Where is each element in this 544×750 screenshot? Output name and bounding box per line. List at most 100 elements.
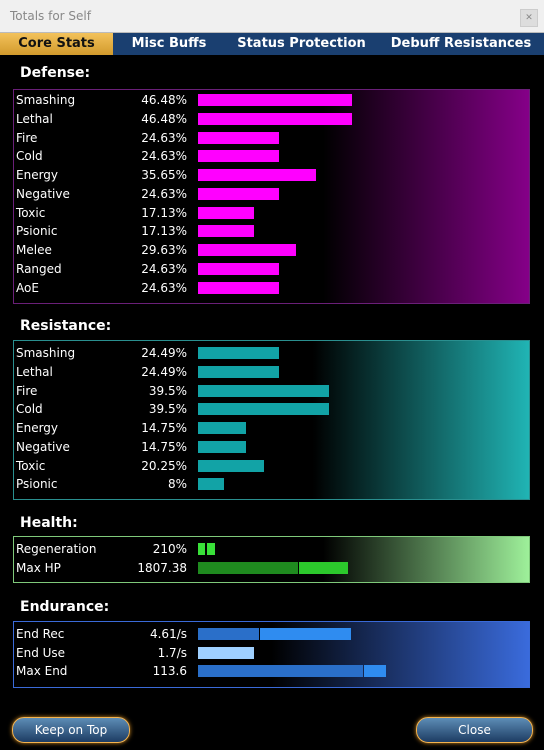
health-value: 210% [152,542,187,556]
keep-on-top-button[interactable]: Keep on Top [12,717,130,743]
defense-value: 24.63% [141,131,187,145]
defense-bar [198,207,254,219]
resistance-value: 14.75% [141,421,187,435]
resistance-label: Smashing [16,346,76,360]
defense-bar [198,263,279,275]
health-bar-base [198,543,205,555]
defense-row-lethal: Lethal 46.48% [14,110,529,128]
health-value: 1807.38 [137,561,187,575]
endurance-row-end-use: End Use 1.7/s [14,644,529,662]
endurance-value: 4.61/s [149,627,187,641]
resistance-value: 39.5% [148,384,187,398]
endurance-row-max-end: Max End 113.6 [14,662,529,680]
resistance-row-toxic: Toxic 20.25% [14,457,529,475]
defense-bar [198,244,296,256]
defense-panel: Smashing 46.48% Lethal 46.48% Fire 24.63… [13,89,530,304]
endurance-title: Endurance: [20,599,110,615]
resistance-label: Toxic [16,459,46,473]
defense-label: Smashing [16,93,76,107]
defense-value: 35.65% [141,168,187,182]
tab-status-protection[interactable]: Status Protection [237,36,366,51]
defense-row-fire: Fire 24.63% [14,129,529,147]
defense-row-smashing: Smashing 46.48% [14,91,529,109]
defense-bar [198,150,279,162]
health-row-max-hp: Max HP 1807.38 [14,559,529,577]
resistance-row-psionic: Psionic 8% [14,475,529,493]
resistance-row-negative: Negative 14.75% [14,438,529,456]
health-bar-bonus [299,562,348,574]
endurance-label: End Use [16,646,66,660]
defense-label: Lethal [16,112,53,126]
resistance-label: Lethal [16,365,53,379]
defense-row-aoe: AoE 24.63% [14,279,529,297]
endurance-bar-base [198,628,259,640]
tab-bar: Core Stats Misc Buffs Status Protection … [0,33,544,55]
endurance-panel: End Rec 4.61/s End Use 1.7/s Max End 113… [13,621,530,688]
defense-row-cold: Cold 24.63% [14,147,529,165]
endurance-bar-bonus [260,628,351,640]
resistance-value: 14.75% [141,440,187,454]
title-bar: Totals for Self ✕ [0,0,544,33]
endurance-label: End Rec [16,627,65,641]
window-title: Totals for Self [10,9,91,23]
resistance-bar [198,460,264,472]
defense-value: 17.13% [141,224,187,238]
defense-value: 24.63% [141,187,187,201]
defense-bar [198,225,254,237]
defense-row-psionic: Psionic 17.13% [14,222,529,240]
endurance-value: 113.6 [152,664,187,678]
resistance-bar [198,441,246,453]
defense-label: Ranged [16,262,62,276]
health-row-regeneration: Regeneration 210% [14,540,529,558]
defense-value: 24.63% [141,262,187,276]
tab-misc-buffs[interactable]: Misc Buffs [131,36,207,51]
defense-label: Fire [16,131,38,145]
resistance-label: Psionic [16,477,58,491]
health-panel: Regeneration 210% Max HP 1807.38 [13,536,530,583]
resistance-label: Fire [16,384,38,398]
resistance-value: 20.25% [141,459,187,473]
defense-bar [198,282,279,294]
defense-bar [198,94,352,106]
resistance-title: Resistance: [20,318,112,334]
resistance-value: 24.49% [141,365,187,379]
resistance-value: 8% [167,477,187,491]
defense-bar [198,188,279,200]
resistance-value: 39.5% [148,402,187,416]
endurance-bar-base [198,665,363,677]
tab-debuff-resistances[interactable]: Debuff Resistances [390,36,532,51]
defense-label: Melee [16,243,52,257]
tab-core-stats[interactable]: Core Stats [0,33,113,55]
health-label: Max HP [16,561,61,575]
defense-value: 46.48% [141,93,187,107]
resistance-row-energy: Energy 14.75% [14,419,529,437]
resistance-value: 24.49% [141,346,187,360]
window-close-icon[interactable]: ✕ [520,9,538,27]
resistance-bar [198,347,279,359]
resistance-bar [198,366,279,378]
health-label: Regeneration [16,542,97,556]
endurance-value: 1.7/s [157,646,187,660]
defense-value: 46.48% [141,112,187,126]
defense-label: AoE [16,281,39,295]
resistance-row-fire: Fire 39.5% [14,382,529,400]
resistance-row-cold: Cold 39.5% [14,400,529,418]
defense-value: 29.63% [141,243,187,257]
defense-row-ranged: Ranged 24.63% [14,260,529,278]
resistance-bar [198,403,329,415]
resistance-panel: Smashing 24.49% Lethal 24.49% Fire 39.5%… [13,340,530,500]
resistance-bar [198,478,224,490]
defense-label: Cold [16,149,43,163]
defense-value: 24.63% [141,281,187,295]
health-title: Health: [20,515,78,531]
endurance-bar [198,647,254,659]
resistance-label: Negative [16,440,70,454]
close-button[interactable]: Close [416,717,533,743]
defense-row-energy: Energy 35.65% [14,166,529,184]
endurance-row-end-rec: End Rec 4.61/s [14,625,529,643]
health-bar-bonus [207,543,215,555]
defense-title: Defense: [20,65,91,81]
defense-label: Negative [16,187,70,201]
resistance-row-lethal: Lethal 24.49% [14,363,529,381]
defense-bar [198,113,352,125]
